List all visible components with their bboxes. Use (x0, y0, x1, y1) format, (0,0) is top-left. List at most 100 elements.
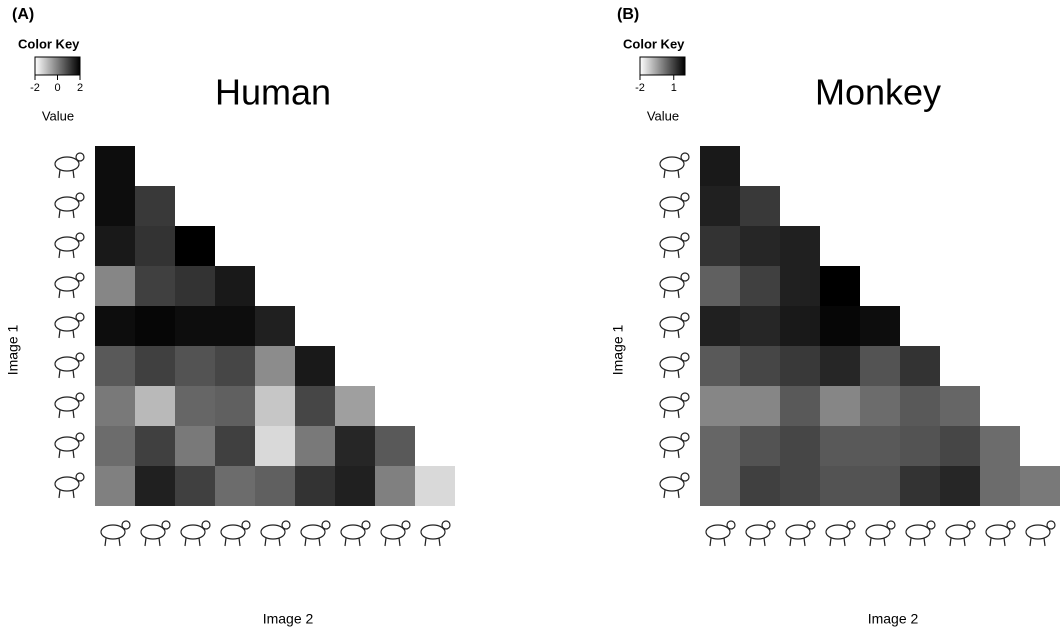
icon-body (1025, 524, 1051, 540)
icon-head (726, 520, 736, 530)
icon-leg (358, 537, 361, 547)
icon-body (340, 524, 366, 540)
key-tick-label: -2 (30, 82, 40, 94)
icon-leg (264, 537, 267, 547)
animal-icon (54, 352, 85, 379)
animal-icon (380, 520, 411, 547)
icon-leg (909, 537, 912, 547)
heatmap-cell (255, 346, 295, 386)
animal-icon (659, 312, 690, 339)
panel-label: (A) (12, 6, 34, 23)
icon-head (926, 520, 936, 530)
animal-icon (340, 520, 371, 547)
icon-head (75, 272, 85, 282)
icon-leg (72, 369, 75, 379)
icon-leg (72, 489, 75, 499)
heatmap-cell (780, 306, 820, 346)
heatmap-cell (95, 306, 135, 346)
key-title: Color Key (623, 36, 685, 51)
icon-leg (963, 537, 966, 547)
animal-icon (420, 520, 451, 547)
heatmap-cell (375, 466, 415, 506)
heatmap-cell (95, 186, 135, 226)
animal-icon (54, 232, 85, 259)
animal-icon (659, 272, 690, 299)
heatmap-cell (820, 306, 860, 346)
heatmap-cell (95, 266, 135, 306)
heatmap-cell (740, 386, 780, 426)
icon-leg (663, 449, 666, 459)
heatmap-cell (1020, 466, 1060, 506)
heatmap-cell (940, 426, 980, 466)
heatmap-cell (215, 426, 255, 466)
icon-body (945, 524, 971, 540)
animal-icon (945, 520, 976, 547)
heatmap-cell (780, 466, 820, 506)
heatmap-cell (780, 346, 820, 386)
icon-leg (224, 537, 227, 547)
heatmap-cell (700, 466, 740, 506)
heatmap-cell (215, 266, 255, 306)
icon-leg (104, 537, 107, 547)
icon-leg (677, 209, 680, 219)
heatmap-cell (95, 226, 135, 266)
icon-leg (663, 489, 666, 499)
icon-leg (763, 537, 766, 547)
heatmap-cell (375, 426, 415, 466)
heatmap-cell (740, 426, 780, 466)
heatmap-cell (860, 386, 900, 426)
key-tick-label: -2 (635, 82, 645, 94)
icon-body (54, 356, 80, 372)
icon-head (201, 520, 211, 530)
chart-title: Monkey (815, 72, 941, 113)
icon-leg (803, 537, 806, 547)
panel-label: (B) (617, 6, 639, 23)
icon-leg (72, 409, 75, 419)
icon-leg (58, 209, 61, 219)
heatmap-cell (255, 466, 295, 506)
heatmap-cell (255, 426, 295, 466)
animal-icon (985, 520, 1016, 547)
icon-leg (789, 537, 792, 547)
icon-leg (663, 289, 666, 299)
icon-head (680, 352, 690, 362)
heatmap-cell (135, 426, 175, 466)
heatmap-cell (700, 426, 740, 466)
heatmap-cell (175, 306, 215, 346)
icon-leg (398, 537, 401, 547)
heatmap-cell (700, 226, 740, 266)
heatmap-cell (335, 466, 375, 506)
icon-body (659, 196, 685, 212)
icon-body (54, 476, 80, 492)
heatmap-cell (135, 266, 175, 306)
icon-leg (238, 537, 241, 547)
heatmap-cell (175, 466, 215, 506)
heatmap-cell (295, 346, 335, 386)
icon-body (260, 524, 286, 540)
heatmap-cell (860, 346, 900, 386)
icon-leg (677, 169, 680, 179)
heatmap-cell (175, 346, 215, 386)
chart-title: Human (215, 72, 331, 113)
icon-body (659, 436, 685, 452)
icon-leg (869, 537, 872, 547)
animal-icon (745, 520, 776, 547)
icon-leg (749, 537, 752, 547)
icon-head (161, 520, 171, 530)
icon-leg (709, 537, 712, 547)
icon-leg (72, 329, 75, 339)
heatmap-cell (135, 306, 175, 346)
heatmap-cell (820, 266, 860, 306)
animal-icon (54, 272, 85, 299)
icon-body (220, 524, 246, 540)
heatmap-cell (740, 466, 780, 506)
icon-body (745, 524, 771, 540)
heatmap-cell (255, 306, 295, 346)
icon-head (75, 192, 85, 202)
heatmap-cell (740, 306, 780, 346)
heatmap-cell (900, 466, 940, 506)
icon-leg (677, 369, 680, 379)
icon-body (659, 356, 685, 372)
heatmap-cell (860, 306, 900, 346)
